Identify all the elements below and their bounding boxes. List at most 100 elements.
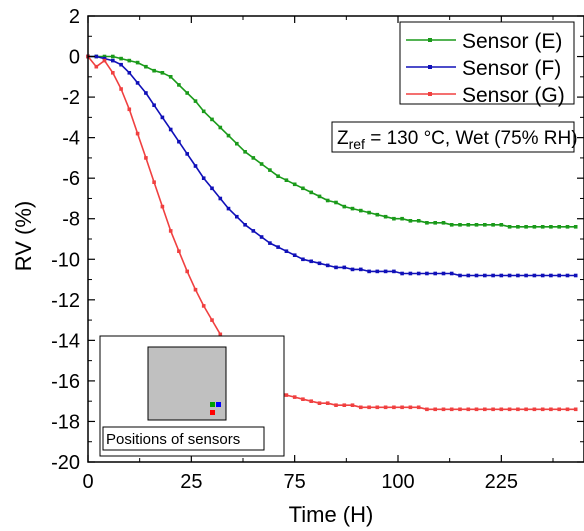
data-point [152, 68, 156, 73]
data-point [127, 71, 132, 75]
data-point [565, 273, 570, 278]
data-point [243, 223, 247, 227]
x-tick-label: 100 [381, 471, 414, 493]
data-point [193, 164, 198, 168]
y-tick-label: -4 [62, 128, 80, 150]
data-point [499, 407, 504, 412]
data-point [350, 403, 355, 407]
data-point [185, 91, 189, 95]
data-point [532, 273, 537, 278]
data-point [350, 206, 355, 211]
data-point [557, 273, 561, 278]
data-point [119, 87, 123, 91]
data-point [441, 221, 446, 225]
data-point [540, 225, 545, 229]
data-point [449, 271, 454, 276]
data-point [111, 71, 115, 75]
inset-label-box [102, 426, 265, 451]
data-point [301, 186, 305, 191]
data-point [392, 405, 396, 410]
data-point [325, 198, 330, 203]
data-point [408, 405, 413, 410]
data-point [185, 269, 189, 274]
data-point [573, 273, 578, 278]
data-point [359, 267, 363, 272]
data-point [474, 407, 479, 412]
x-axis-title: Time (H) [289, 502, 374, 527]
data-point [359, 208, 363, 213]
data-point [111, 58, 115, 63]
series-layer [86, 54, 578, 412]
data-point [425, 407, 429, 412]
inset-label: Positions of sensors [106, 431, 240, 448]
legend-marker-f [428, 65, 432, 69]
y-tick-label: 0 [69, 47, 80, 69]
data-point [94, 54, 99, 59]
data-point [383, 405, 388, 410]
data-point [507, 273, 512, 278]
data-point [342, 265, 347, 270]
data-point [201, 304, 206, 308]
data-point [144, 64, 148, 69]
data-point [458, 273, 462, 278]
data-point [334, 200, 338, 205]
data-point [516, 273, 520, 278]
data-point [210, 318, 214, 322]
data-point [135, 81, 140, 85]
data-point [408, 271, 413, 276]
data-point [449, 223, 454, 227]
y-tick-label: -20 [51, 452, 80, 474]
data-point [276, 245, 280, 249]
data-point [408, 219, 413, 223]
data-point [284, 249, 289, 253]
data-point [292, 395, 297, 399]
annotation-prefix: Z [337, 128, 349, 149]
legend-marker-e [428, 38, 432, 42]
data-point [507, 225, 512, 229]
data-point [342, 403, 347, 407]
data-point [127, 58, 132, 63]
data-point [516, 225, 520, 229]
data-point [549, 407, 553, 412]
data-point [177, 249, 181, 253]
data-point [466, 407, 471, 412]
data-point [284, 178, 289, 182]
data-point [268, 241, 272, 245]
data-point [284, 393, 289, 397]
data-point [177, 83, 181, 87]
data-point [483, 273, 487, 278]
data-point [251, 229, 256, 233]
data-point [416, 405, 421, 410]
data-point [94, 64, 99, 69]
data-point [458, 223, 462, 227]
inset-sensor-f [216, 402, 221, 407]
data-point [565, 407, 570, 412]
data-point [466, 223, 471, 227]
data-point [102, 58, 107, 63]
legend-label-g: Sensor (G) [462, 84, 565, 107]
legend: Sensor (E) Sensor (F) Sensor (G) [399, 21, 575, 107]
data-point [359, 405, 363, 410]
data-point [350, 267, 355, 272]
data-point [160, 204, 165, 209]
data-point [218, 196, 223, 201]
data-point [392, 216, 396, 221]
data-point [416, 219, 421, 223]
annotation-rest: = 130 °C, Wet (75% RH) [365, 128, 578, 149]
data-point [210, 117, 214, 122]
data-point [532, 225, 537, 229]
data-point [301, 397, 305, 401]
legend-marker-g [428, 92, 432, 96]
data-point [168, 229, 173, 233]
data-point [491, 223, 495, 227]
data-point [226, 206, 231, 211]
data-point [119, 62, 123, 67]
data-point [375, 405, 380, 410]
y-axis-title: RV (%) [11, 201, 36, 272]
data-point [491, 407, 495, 412]
data-point [168, 127, 173, 132]
x-tick-label: 75 [284, 471, 306, 493]
data-point [466, 273, 471, 278]
data-point [383, 269, 388, 274]
data-point [342, 204, 347, 209]
